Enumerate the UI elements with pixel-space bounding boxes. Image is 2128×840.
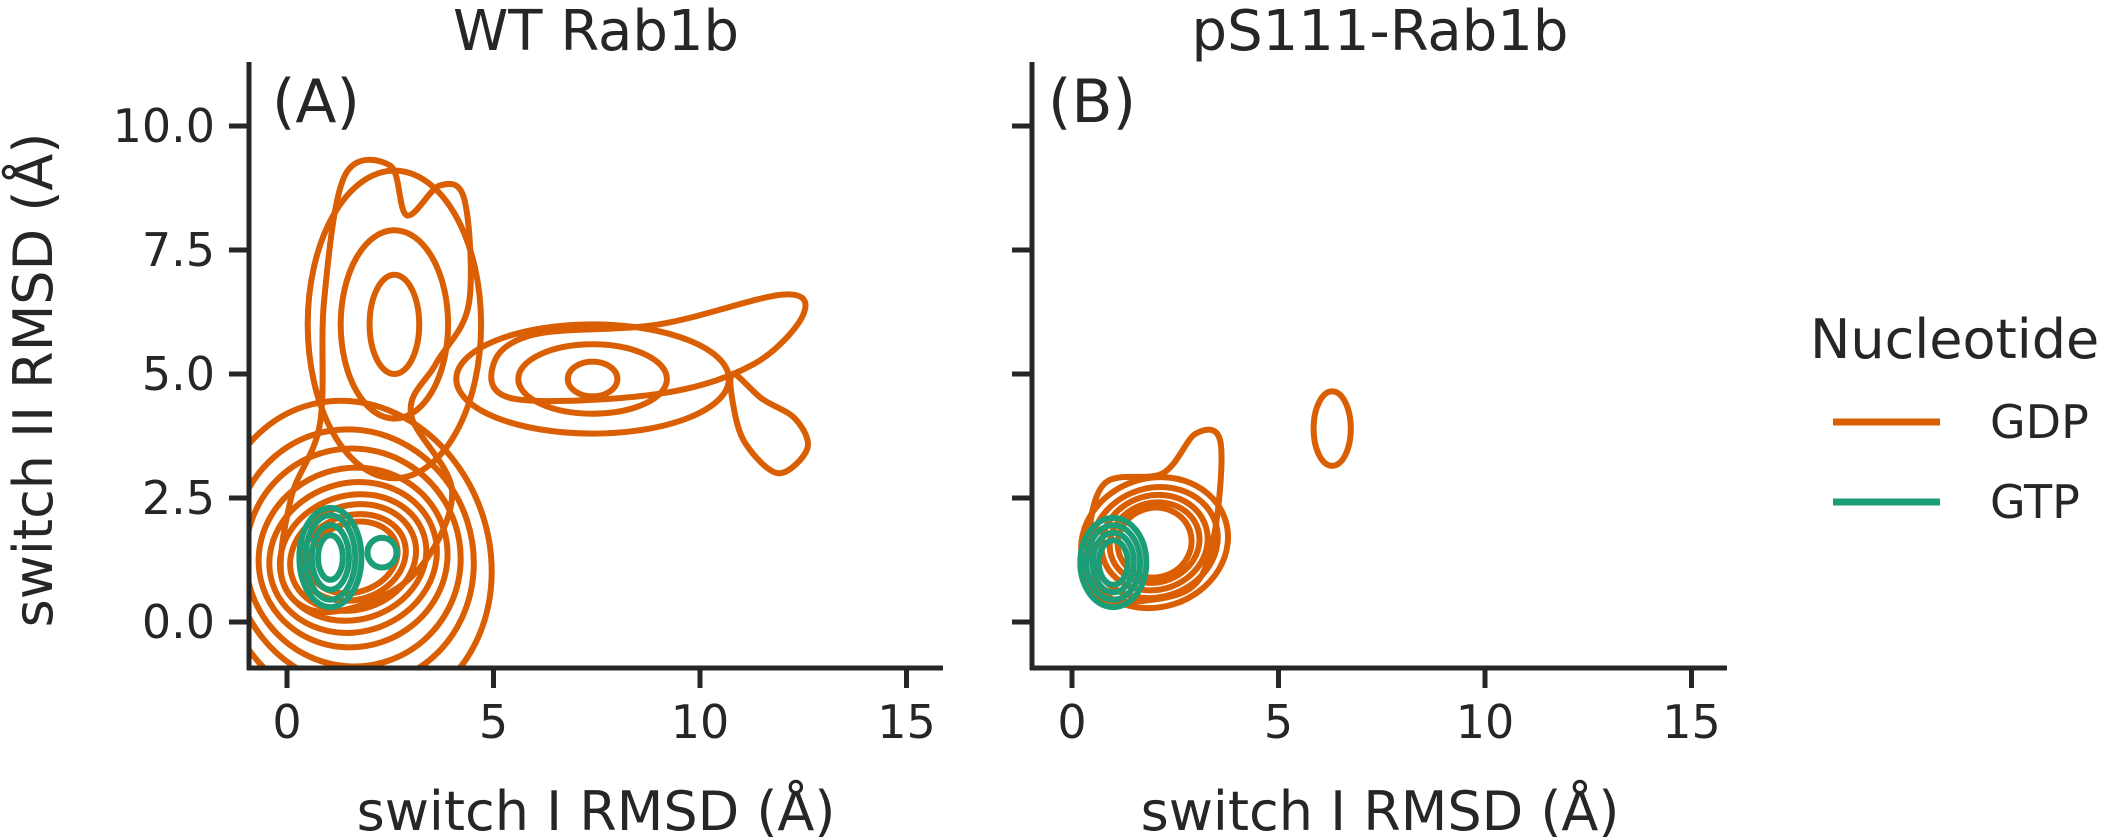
panel-b-ticks: 0 5 10 15 <box>1012 123 1721 749</box>
panel-a-gtp-contour-1-0 <box>364 534 400 571</box>
panel-b-letter: (B) <box>1048 67 1136 137</box>
panel-b-x-tick-label-5: 5 <box>1264 695 1293 749</box>
panel-a-gdp-contour-1-2 <box>304 167 485 482</box>
panel-b-gdp-contour-0-1 <box>1106 499 1203 586</box>
panel-a: WT Rab1b 0 5 10 15 0.0 2.5 5.0 7.5 10.0 (A) swit… <box>1 0 943 840</box>
panel-a-gdp-contour-1-1 <box>337 227 452 422</box>
panel-b-gtp-contour-0-2 <box>1083 522 1144 603</box>
panel-b-x-tick-label-15: 15 <box>1662 695 1721 749</box>
panel-b: pS111-Rab1b 0 5 10 15 (B) switch I RMSD (Å) <box>1012 0 1727 840</box>
panel-a-y-tick-label-3: 7.5 <box>142 223 215 277</box>
panel-a-gtp-contour-0-3 <box>296 504 365 611</box>
panel-b-x-tick-label-10: 10 <box>1456 695 1515 749</box>
panel-a-gdp-contour-0-4 <box>266 479 440 636</box>
panel-a-gtp-contour-0-1 <box>308 522 352 593</box>
panel-b-title: pS111-Rab1b <box>1192 0 1569 64</box>
panel-a-gtp-contour-0-0 <box>315 532 346 583</box>
panel-a-gdp-far-contour <box>488 291 809 405</box>
panel-a-gdp-contour-0-8 <box>249 397 495 668</box>
panel-a-gdp-tail-contour <box>727 371 811 477</box>
panel-a-y-tick-label-2: 5.0 <box>142 347 215 401</box>
panel-a-title: WT Rab1b <box>453 0 739 64</box>
panel-a-y-tick-label-4: 10.0 <box>113 99 215 153</box>
panel-a-gdp-contour-0-5 <box>255 464 451 651</box>
panel-a-x-tick-label-5: 5 <box>479 695 508 749</box>
panel-a-y-axis-title: switch II RMSD (Å) <box>1 133 65 628</box>
legend-label-gtp: GTP <box>1990 475 2080 529</box>
panel-a-letter: (A) <box>272 67 360 137</box>
panel-a-x-tick-label-0: 0 <box>272 695 301 749</box>
panel-b-gtp-contour-0-0 <box>1095 537 1131 588</box>
panel-a-x-tick-label-15: 15 <box>877 695 936 749</box>
panel-a-y-tick-label-0: 0.0 <box>142 595 215 649</box>
panel-a-contours <box>249 156 811 668</box>
panel-a-y-tick-label-1: 2.5 <box>142 471 215 525</box>
panel-b-gtp-contour-0-1 <box>1089 529 1137 596</box>
legend-label-gdp: GDP <box>1990 395 2089 449</box>
panel-b-gdp-contour-0-0 <box>1114 504 1195 581</box>
panel-b-gtp-contour-0-3 <box>1077 514 1150 611</box>
panel-b-x-axis-title: switch I RMSD (Å) <box>1141 779 1620 840</box>
panel-a-gdp-contour-2-0 <box>564 358 621 400</box>
panel-b-contours <box>1077 388 1354 612</box>
legend-title: Nucleotide <box>1810 308 2099 371</box>
panel-a-gdp-contour-2-1 <box>515 341 670 417</box>
panel-a-gdp-contour-1-0 <box>366 271 423 377</box>
panel-a-gdp-contour-0-3 <box>276 491 430 624</box>
panel-a-x-tick-label-10: 10 <box>671 695 730 749</box>
legend: Nucleotide GDP GTP <box>1810 308 2099 529</box>
panel-a-ticks: 0 5 10 15 0.0 2.5 5.0 7.5 10.0 <box>113 99 936 749</box>
panel-b-gdp-contour-0-2 <box>1098 491 1211 594</box>
panel-a-gtp-contour-0-2 <box>302 512 359 603</box>
panel-b-x-tick-label-0: 0 <box>1057 695 1086 749</box>
panel-b-gdp-contour-1-0 <box>1310 388 1354 469</box>
panel-a-x-axis-title: switch I RMSD (Å) <box>357 779 836 840</box>
panel-a-gdp-contour-0-7 <box>249 426 477 668</box>
panel-a-gdp-contour-2-2 <box>453 321 732 437</box>
